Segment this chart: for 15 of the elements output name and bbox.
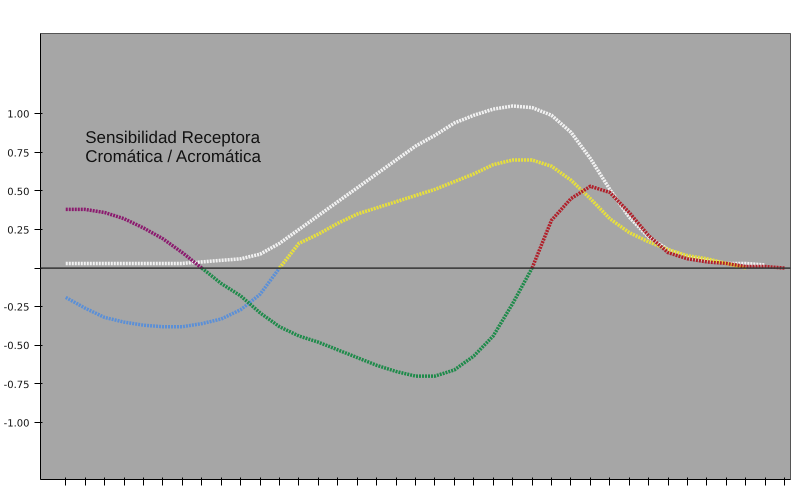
line-series <box>200 266 534 378</box>
line-series <box>278 158 748 270</box>
y-tick-label: -0.50 <box>4 341 30 352</box>
y-tick-label: -0.25 <box>4 302 30 314</box>
line-series <box>64 266 282 328</box>
text: Sensibilidad Receptora Cromática / Acromática <box>85 128 262 166</box>
y-tick-label: 1.00 <box>7 110 30 121</box>
line-series <box>64 104 767 267</box>
y-tick-label: 0.75 <box>7 148 30 160</box>
y-tick-label: -1.00 <box>4 418 30 430</box>
y-tick-label: 0.25 <box>7 225 30 236</box>
line-series <box>530 184 786 270</box>
line-series <box>64 208 204 270</box>
y-tick-label: -0.75 <box>4 380 30 391</box>
y-tick-label: 0.50 <box>7 186 30 198</box>
